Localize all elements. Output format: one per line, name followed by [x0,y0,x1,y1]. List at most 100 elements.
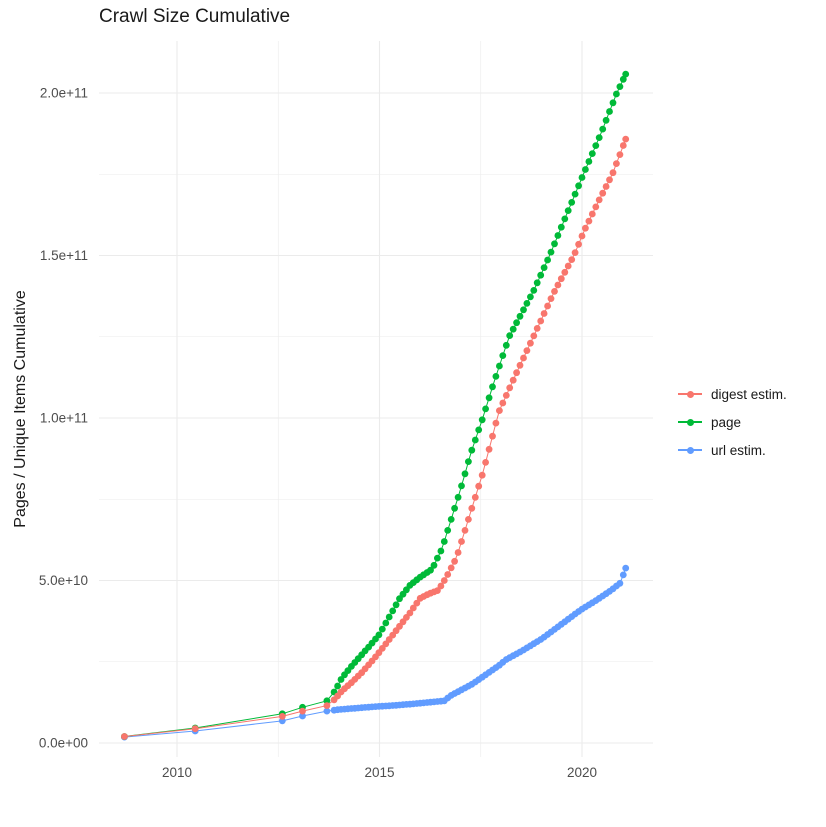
series-line-url-estim- [124,567,627,738]
data-point-digest-estim- [492,419,500,427]
data-point-page [471,436,479,444]
data-point-page [502,341,510,349]
data-point-digest-estim- [489,432,496,440]
data-point-digest-estim- [568,256,576,263]
data-point-page [527,293,534,301]
data-point-page [447,516,455,523]
data-point-digest-estim- [557,275,565,283]
page-key-icon [678,415,702,429]
data-point-page [616,83,624,90]
data-point-digest-estim- [409,604,417,612]
legend-label-digest-estim: digest estim. [711,386,787,402]
data-point-page [520,306,527,314]
data-point-url-estim- [323,707,331,715]
data-point-digest-estim- [440,577,448,584]
data-point-page [482,405,489,413]
data-point-page [323,697,331,705]
data-point-digest-estim- [530,332,538,340]
data-point-digest-estim- [564,262,572,270]
data-point-page [478,416,486,424]
data-point-page [613,90,620,98]
data-point-digest-estim- [602,183,610,190]
data-point-page [492,373,500,380]
data-point-page [575,182,582,190]
data-point-digest-estim- [299,707,306,715]
legend: digest estim. page url estim. [678,380,787,464]
y-tick-label: 1.0e+11 [40,411,88,426]
data-point-digest-estim- [458,538,465,545]
data-point-digest-estim- [406,609,414,617]
data-point-digest-estim- [571,249,579,256]
data-point-page [475,426,483,434]
data-point-digest-estim- [191,725,199,733]
data-point-page [454,493,462,501]
data-point-url-estim- [622,564,630,572]
data-point-page [582,166,589,173]
data-point-digest-estim- [478,471,486,479]
data-point-page [568,199,576,206]
data-point-page [382,619,390,627]
data-point-page [337,676,345,683]
data-point-digest-estim- [506,384,514,392]
data-point-digest-estim- [554,281,562,289]
data-point-page [557,223,565,231]
data-point-page [499,352,507,359]
data-point-page [516,312,524,320]
data-point-digest-estim- [533,325,541,332]
y-tick-label: 0.0e+00 [39,736,88,751]
data-point-page [430,561,438,569]
data-point-page [496,362,503,370]
data-point-digest-estim- [582,224,589,232]
data-point-digest-estim- [447,564,455,572]
data-point-digest-estim- [437,582,445,590]
legend-label-url-estim: url estim. [711,442,766,458]
data-point-digest-estim- [551,288,558,295]
data-point-page [427,566,434,574]
data-point-page [592,142,600,150]
data-point-digest-estim- [606,176,613,184]
data-point-page [523,300,531,307]
data-point-digest-estim- [482,459,489,466]
data-point-page [444,527,452,534]
data-point-page [440,538,448,545]
data-point-page [622,70,630,78]
data-point-digest-estim- [547,295,555,302]
data-point-digest-estim- [502,392,510,399]
data-point-digest-estim- [471,493,479,501]
data-point-digest-estim- [613,160,620,168]
data-point-page [458,482,465,490]
digest-estim-key-icon [678,387,702,401]
data-point-page [585,158,593,165]
data-point-digest-estim- [622,135,630,143]
data-point-page [578,174,586,181]
data-point-digest-estim- [413,599,421,607]
data-point-digest-estim- [496,407,503,414]
data-point-digest-estim- [527,339,534,347]
data-point-page [378,625,386,633]
data-point-digest-estim- [595,196,603,204]
data-point-url-estim- [616,579,624,587]
data-point-digest-estim- [323,702,331,709]
data-point-digest-estim- [485,445,493,453]
data-point-digest-estim- [523,347,531,354]
data-point-page [434,554,441,562]
data-point-digest-estim- [454,549,462,556]
data-point-page [606,108,613,115]
data-point-page [392,601,400,609]
data-point-digest-estim- [465,516,472,523]
data-point-url-estim- [619,571,627,579]
data-point-digest-estim- [537,317,545,325]
data-point-page [561,215,569,223]
data-point-page [451,504,458,512]
data-point-digest-estim- [475,482,483,490]
data-point-digest-estim- [585,217,593,225]
data-point-page [571,190,579,198]
data-point-page [509,325,517,333]
data-point-page [530,287,538,294]
data-point-digest-estim- [461,527,469,534]
data-point-page [389,607,397,615]
data-point-page [537,271,545,279]
data-point-page [468,446,476,454]
data-point-digest-estim- [619,142,627,149]
